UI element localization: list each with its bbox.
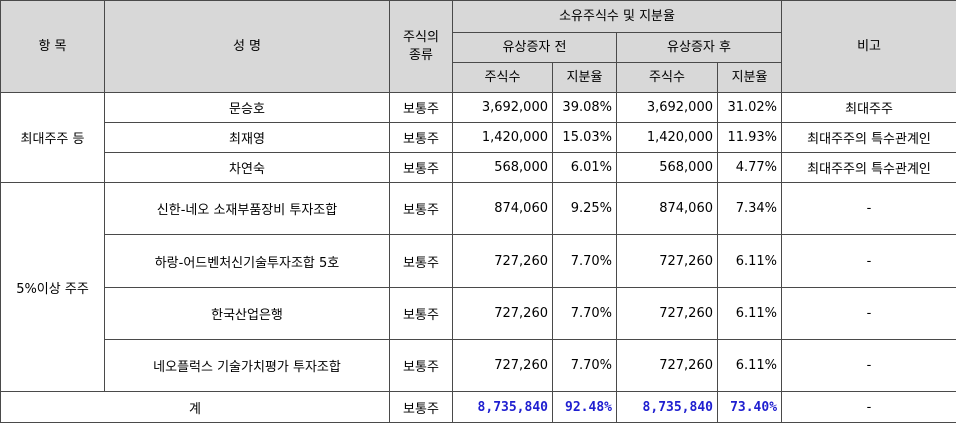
row-type: 보통주 xyxy=(389,122,453,153)
total-note: - xyxy=(781,391,956,423)
row-shares-after: 568,000 xyxy=(616,152,718,183)
row-shares-before: 568,000 xyxy=(452,152,553,183)
table-row: 최재영 보통주 1,420,000 15.03% 1,420,000 11.93… xyxy=(1,122,956,153)
header-ratio-before: 지분율 xyxy=(552,62,617,93)
row-note: 최대주주 xyxy=(781,92,956,123)
row-type: 보통주 xyxy=(389,152,453,183)
row-ratio-after: 6.11% xyxy=(716,339,783,392)
row-type: 보통주 xyxy=(389,234,453,288)
row-shares-before: 874,060 xyxy=(452,182,553,235)
row-note: - xyxy=(781,234,956,288)
header-before: 유상증자 전 xyxy=(452,32,617,63)
row-ratio-before: 15.03% xyxy=(552,122,617,153)
header-ownership: 소유주식수 및 지분율 xyxy=(451,0,783,33)
row-shares-after: 874,060 xyxy=(616,182,718,235)
header-shares-before: 주식수 xyxy=(452,62,553,93)
row-shares-before: 727,260 xyxy=(452,287,553,340)
table-row: 하랑-어드벤처신기술투자조합 5호 보통주 727,260 7.70% 727,… xyxy=(1,234,956,288)
table-row: 최대주주 등 문승호 보통주 3,692,000 39.08% 3,692,00… xyxy=(0,92,956,183)
row-shares-after: 3,692,000 xyxy=(616,92,718,123)
row-ratio-after: 6.11% xyxy=(716,234,783,288)
table-row: 한국산업은행 보통주 727,260 7.70% 727,260 6.11% - xyxy=(1,287,956,340)
table-row: 5%이상 주주 신한-네오 소재부품장비 투자조합 보통주 874,060 9.… xyxy=(0,182,956,392)
table-row: 차연숙 보통주 568,000 6.01% 568,000 4.77% 최대주주… xyxy=(1,152,956,183)
row-shares-after: 727,260 xyxy=(616,287,718,340)
row-ratio-after: 6.11% xyxy=(716,287,783,340)
row-shares-after: 1,420,000 xyxy=(616,122,718,153)
total-row: 계 보통주 8,735,840 92.48% 8,735,840 73.40% … xyxy=(0,391,956,423)
row-shares-before: 3,692,000 xyxy=(452,92,553,123)
row-ratio-after: 4.77% xyxy=(716,152,783,183)
group-largest: 최대주주 등 xyxy=(0,92,105,183)
row-note: - xyxy=(781,339,956,392)
header-ratio-after: 지분율 xyxy=(716,62,783,93)
row-ratio-after: 31.02% xyxy=(716,92,783,123)
row-shares-before: 727,260 xyxy=(452,339,553,392)
row-shares-before: 727,260 xyxy=(452,234,553,288)
header-name: 성 명 xyxy=(104,0,390,93)
row-name: 최재영 xyxy=(104,122,390,153)
row-type: 보통주 xyxy=(389,92,453,123)
row-note: 최대주주의 특수관계인 xyxy=(781,152,956,183)
row-ratio-after: 11.93% xyxy=(716,122,783,153)
total-ratio-before: 92.48% xyxy=(552,391,617,423)
row-name: 신한-네오 소재부품장비 투자조합 xyxy=(104,182,390,235)
total-ratio-after: 73.40% xyxy=(716,391,783,423)
total-type: 보통주 xyxy=(389,391,453,423)
row-name: 네오플럭스 기술가치평가 투자조합 xyxy=(104,339,390,392)
row-ratio-before: 39.08% xyxy=(552,92,617,123)
row-type: 보통주 xyxy=(389,287,453,340)
row-name: 문승호 xyxy=(104,92,390,123)
header-item: 항 목 xyxy=(0,0,105,93)
table-row: 네오플럭스 기술가치평가 투자조합 보통주 727,260 7.70% 727,… xyxy=(1,339,956,392)
row-name: 한국산업은행 xyxy=(104,287,390,340)
row-ratio-before: 6.01% xyxy=(552,152,617,183)
row-ratio-after: 7.34% xyxy=(716,182,783,235)
group-five-pct: 5%이상 주주 xyxy=(0,182,105,392)
header-shares-after: 주식수 xyxy=(616,62,718,93)
row-ratio-before: 7.70% xyxy=(552,287,617,340)
total-shares-before: 8,735,840 xyxy=(452,391,553,423)
row-note: 최대주주의 특수관계인 xyxy=(781,122,956,153)
header-after: 유상증자 후 xyxy=(615,32,783,63)
row-type: 보통주 xyxy=(389,182,453,235)
total-shares-after: 8,735,840 xyxy=(616,391,718,423)
row-shares-before: 1,420,000 xyxy=(452,122,553,153)
header-stock-type: 주식의 종류 xyxy=(389,0,453,93)
row-ratio-before: 7.70% xyxy=(552,339,617,392)
row-shares-after: 727,260 xyxy=(616,339,718,392)
row-name: 차연숙 xyxy=(104,152,390,183)
row-ratio-before: 7.70% xyxy=(552,234,617,288)
total-label: 계 xyxy=(0,391,390,423)
row-note: - xyxy=(781,182,956,235)
row-note: - xyxy=(781,287,956,340)
row-type: 보통주 xyxy=(389,339,453,392)
header-note: 비고 xyxy=(781,0,956,93)
row-ratio-before: 9.25% xyxy=(552,182,617,235)
row-name: 하랑-어드벤처신기술투자조합 5호 xyxy=(104,234,390,288)
row-shares-after: 727,260 xyxy=(616,234,718,288)
